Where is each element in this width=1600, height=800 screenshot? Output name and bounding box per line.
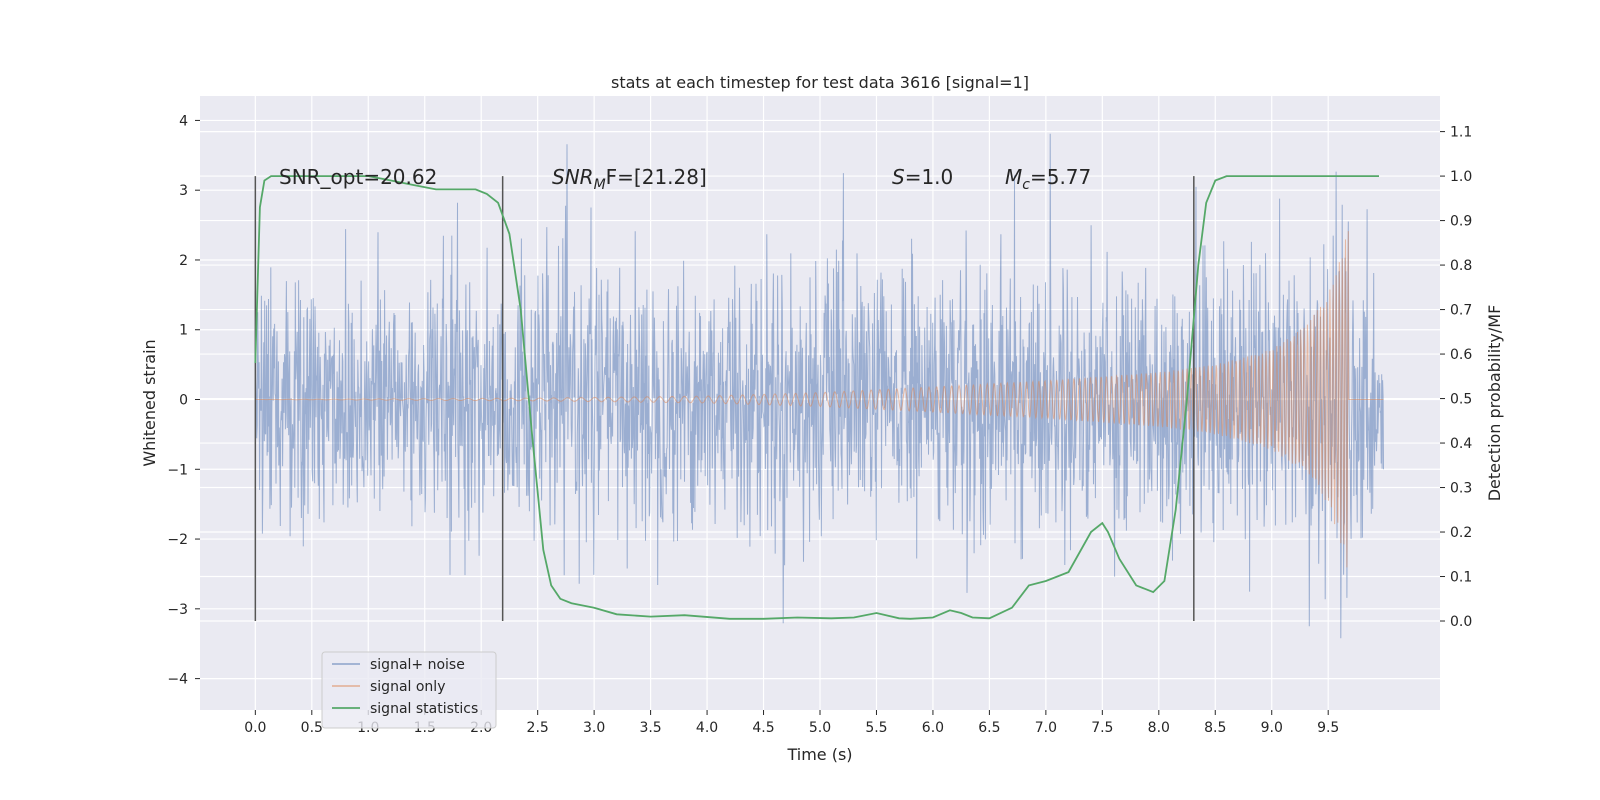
x-tick-label: 2.5 bbox=[527, 720, 549, 736]
x-tick-label: 6.0 bbox=[922, 720, 944, 736]
y-tick-label: −2 bbox=[167, 532, 188, 548]
right-y-tick-label: 0.2 bbox=[1450, 525, 1472, 541]
right-y-tick-label: 0.7 bbox=[1450, 303, 1472, 319]
x-tick-label: 9.0 bbox=[1261, 720, 1283, 736]
right-y-tick-label: 0.1 bbox=[1450, 570, 1472, 586]
x-tick-label: 9.5 bbox=[1317, 720, 1339, 736]
legend-label-signal-only: signal only bbox=[370, 679, 445, 695]
right-y-tick-label: 0.0 bbox=[1450, 614, 1472, 630]
y-tick-label: 4 bbox=[179, 113, 188, 129]
x-tick-label: 7.0 bbox=[1035, 720, 1057, 736]
series-signal-statistics bbox=[254, 175, 1379, 620]
x-tick-label: 0.5 bbox=[301, 720, 323, 736]
x-tick-label: 3.5 bbox=[639, 720, 661, 736]
y-tick-label: 1 bbox=[179, 323, 188, 339]
y-tick-label: −4 bbox=[167, 672, 188, 688]
right-y-tick-label: 0.9 bbox=[1450, 214, 1472, 230]
x-tick-label: 5.0 bbox=[809, 720, 831, 736]
legend: signal+ noise signal only signal statist… bbox=[321, 651, 497, 729]
annotation-s: S=1.0 bbox=[892, 165, 953, 189]
right-y-tick-label: 1.0 bbox=[1450, 169, 1472, 185]
right-y-tick-label: 1.1 bbox=[1450, 125, 1472, 141]
right-y-tick-label: 0.3 bbox=[1450, 481, 1472, 497]
annotation-snr-opt: SNR_opt=20.62 bbox=[279, 165, 437, 189]
x-tick-label: 4.5 bbox=[752, 720, 774, 736]
y-axis-ticks: −4 −3 −2 −1 0 1 2 3 4 bbox=[167, 113, 200, 688]
x-tick-label: 6.5 bbox=[978, 720, 1000, 736]
right-y-tick-label: 0.4 bbox=[1450, 436, 1472, 452]
y-tick-label: −3 bbox=[167, 602, 188, 618]
legend-box bbox=[321, 651, 497, 729]
right-y-tick-label: 0.8 bbox=[1450, 258, 1472, 274]
grid bbox=[200, 96, 1440, 710]
y-tick-label: 2 bbox=[179, 253, 188, 269]
legend-label-signal-plus-noise: signal+ noise bbox=[370, 657, 465, 673]
right-y-axis-label: Detection probability/MF bbox=[1485, 305, 1504, 502]
annotation-mc: Mc=5.77 bbox=[1005, 165, 1091, 193]
x-tick-label: 4.0 bbox=[696, 720, 718, 736]
x-tick-label: 7.5 bbox=[1091, 720, 1113, 736]
x-tick-label: 8.5 bbox=[1204, 720, 1226, 736]
chart-title: stats at each timestep for test data 361… bbox=[611, 73, 1029, 92]
y-tick-label: 3 bbox=[179, 183, 188, 199]
series-signal-only bbox=[255, 231, 1384, 568]
right-y-tick-label: 0.5 bbox=[1450, 392, 1472, 408]
x-axis-label: Time (s) bbox=[786, 745, 852, 764]
legend-label-signal-statistics: signal statistics bbox=[370, 701, 478, 717]
y-tick-label: −1 bbox=[167, 462, 188, 478]
annotation-snr-mf: SNRMF=[21.28] bbox=[552, 165, 707, 193]
x-tick-label: 5.5 bbox=[865, 720, 887, 736]
y-tick-label: 0 bbox=[179, 393, 188, 409]
x-tick-label: 3.0 bbox=[583, 720, 605, 736]
x-tick-label: 8.0 bbox=[1148, 720, 1170, 736]
vertical-markers bbox=[254, 176, 1195, 622]
y-axis-label: Whitened strain bbox=[140, 339, 159, 466]
right-y-tick-label: 0.6 bbox=[1450, 347, 1472, 363]
x-tick-label: 0.0 bbox=[244, 720, 266, 736]
right-y-axis-ticks: 0.0 0.1 0.2 0.3 0.4 0.5 0.6 0.7 0.8 0.9 1.0 1.1 bbox=[1440, 125, 1472, 630]
